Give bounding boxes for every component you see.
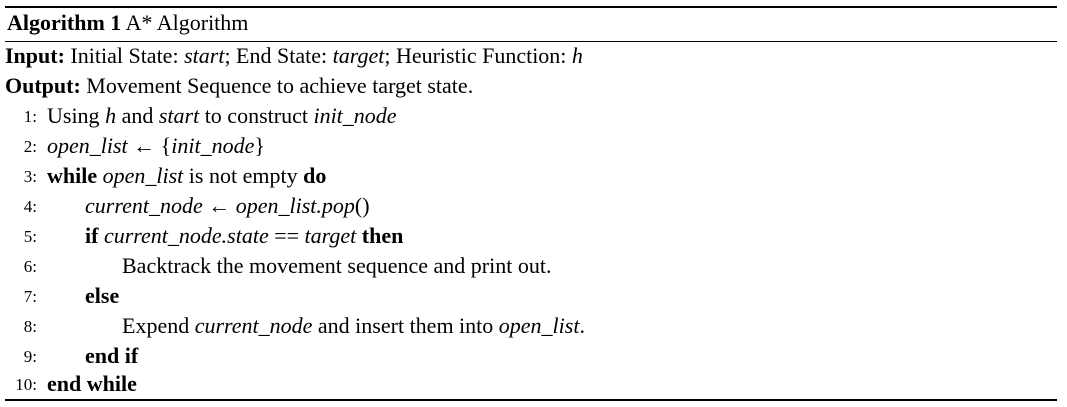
algorithm-label: Algorithm 1 — [7, 10, 122, 35]
input-h-var: h — [571, 43, 583, 68]
line-content: if current_node.state == target then — [85, 223, 403, 249]
var-open-list: open_list — [102, 163, 184, 188]
text: == — [268, 223, 305, 248]
var-open-list: open_list — [498, 313, 580, 338]
code-line-10: 10: end while — [5, 371, 1045, 401]
output-line: Output: Movement Sequence to achieve tar… — [5, 73, 473, 99]
line-content: open_list ← {init_node} — [47, 133, 265, 159]
line-number: 8: — [23, 317, 37, 336]
code-line-2: 2: open_list ← {init_node} — [5, 133, 1045, 163]
var-target: target — [304, 223, 357, 248]
output-keyword: Output: — [5, 73, 81, 98]
line-number: 7: — [23, 287, 37, 306]
keyword-end-while: end while — [47, 371, 137, 396]
code-line-1: 1: Using h and start to construct init_n… — [5, 103, 1045, 133]
keyword-then: then — [361, 223, 404, 248]
line-number: 4: — [23, 197, 37, 216]
bottom-rule — [5, 399, 1057, 401]
code-line-3: 3: while open_list is not empty do — [5, 163, 1045, 193]
line-number: 2: — [23, 137, 37, 156]
code-line-4: 4: current_node ← open_list.pop() — [5, 193, 1045, 223]
line-number: 9: — [23, 347, 37, 366]
var-current-node: current_node — [85, 193, 203, 218]
text: Using — [47, 103, 106, 128]
algorithm-block: Algorithm 1 A* Algorithm Input: Initial … — [5, 5, 1057, 403]
line-number: 5: — [23, 227, 37, 246]
var-open-list-pop: open_list.pop — [235, 193, 355, 218]
line-content: Using h and start to construct init_node — [47, 103, 397, 129]
text: } — [254, 133, 265, 158]
text: Expend — [122, 313, 195, 338]
line-content: while open_list is not empty do — [47, 163, 326, 189]
input-target-var: target — [332, 43, 385, 68]
var-current-node-state: current_node.state — [103, 223, 269, 248]
text: () — [354, 193, 370, 218]
input-line: Input: Initial State: start; End State: … — [5, 43, 583, 69]
input-initial-label: Initial State: — [70, 43, 185, 68]
code-line-5: 5: if current_node.state == target then — [5, 223, 1045, 253]
var-open-list: open_list — [47, 133, 128, 158]
top-rule — [5, 6, 1057, 8]
line-content: current_node ← open_list.pop() — [85, 193, 370, 219]
text: ← — [202, 193, 236, 218]
input-start-var: start — [184, 43, 225, 68]
text: to construct — [199, 103, 314, 128]
text: ← { — [127, 133, 172, 158]
line-number: 6: — [23, 257, 37, 276]
var-start: start — [158, 103, 200, 128]
input-heuristic-label: ; Heuristic Function: — [384, 43, 572, 68]
keyword-if: if — [85, 223, 99, 248]
var-init-node: init_node — [313, 103, 397, 128]
keyword-do: do — [303, 163, 327, 188]
var-h: h — [105, 103, 117, 128]
text: . — [579, 313, 585, 338]
text: and insert them into — [312, 313, 499, 338]
text: is not empty — [183, 163, 304, 188]
text: and — [116, 103, 159, 128]
keyword-end-if: end if — [85, 343, 139, 368]
line-number: 1: — [23, 107, 37, 126]
var-init-node: init_node — [171, 133, 255, 158]
algorithm-caption: Algorithm 1 A* Algorithm — [7, 10, 248, 36]
line-number: 10: — [15, 375, 37, 394]
algorithm-title: A* Algorithm — [125, 10, 249, 35]
line-content: Expend current_node and insert them into… — [122, 313, 585, 339]
input-end-label: ; End State: — [224, 43, 333, 68]
code-line-6: 6: Backtrack the movement sequence and p… — [5, 253, 1045, 283]
input-keyword: Input: — [5, 43, 65, 68]
code-line-7: 7: else — [5, 283, 1045, 313]
caption-rule — [5, 41, 1057, 42]
var-current-node: current_node — [194, 313, 313, 338]
line-number: 3: — [23, 167, 37, 186]
keyword-while: while — [47, 163, 98, 188]
code-line-9: 9: end if — [5, 343, 1045, 373]
code-line-8: 8: Expend current_node and insert them i… — [5, 313, 1045, 343]
line-content: Backtrack the movement sequence and prin… — [122, 253, 552, 278]
output-text: Movement Sequence to achieve target stat… — [86, 73, 474, 98]
keyword-else: else — [85, 283, 120, 308]
